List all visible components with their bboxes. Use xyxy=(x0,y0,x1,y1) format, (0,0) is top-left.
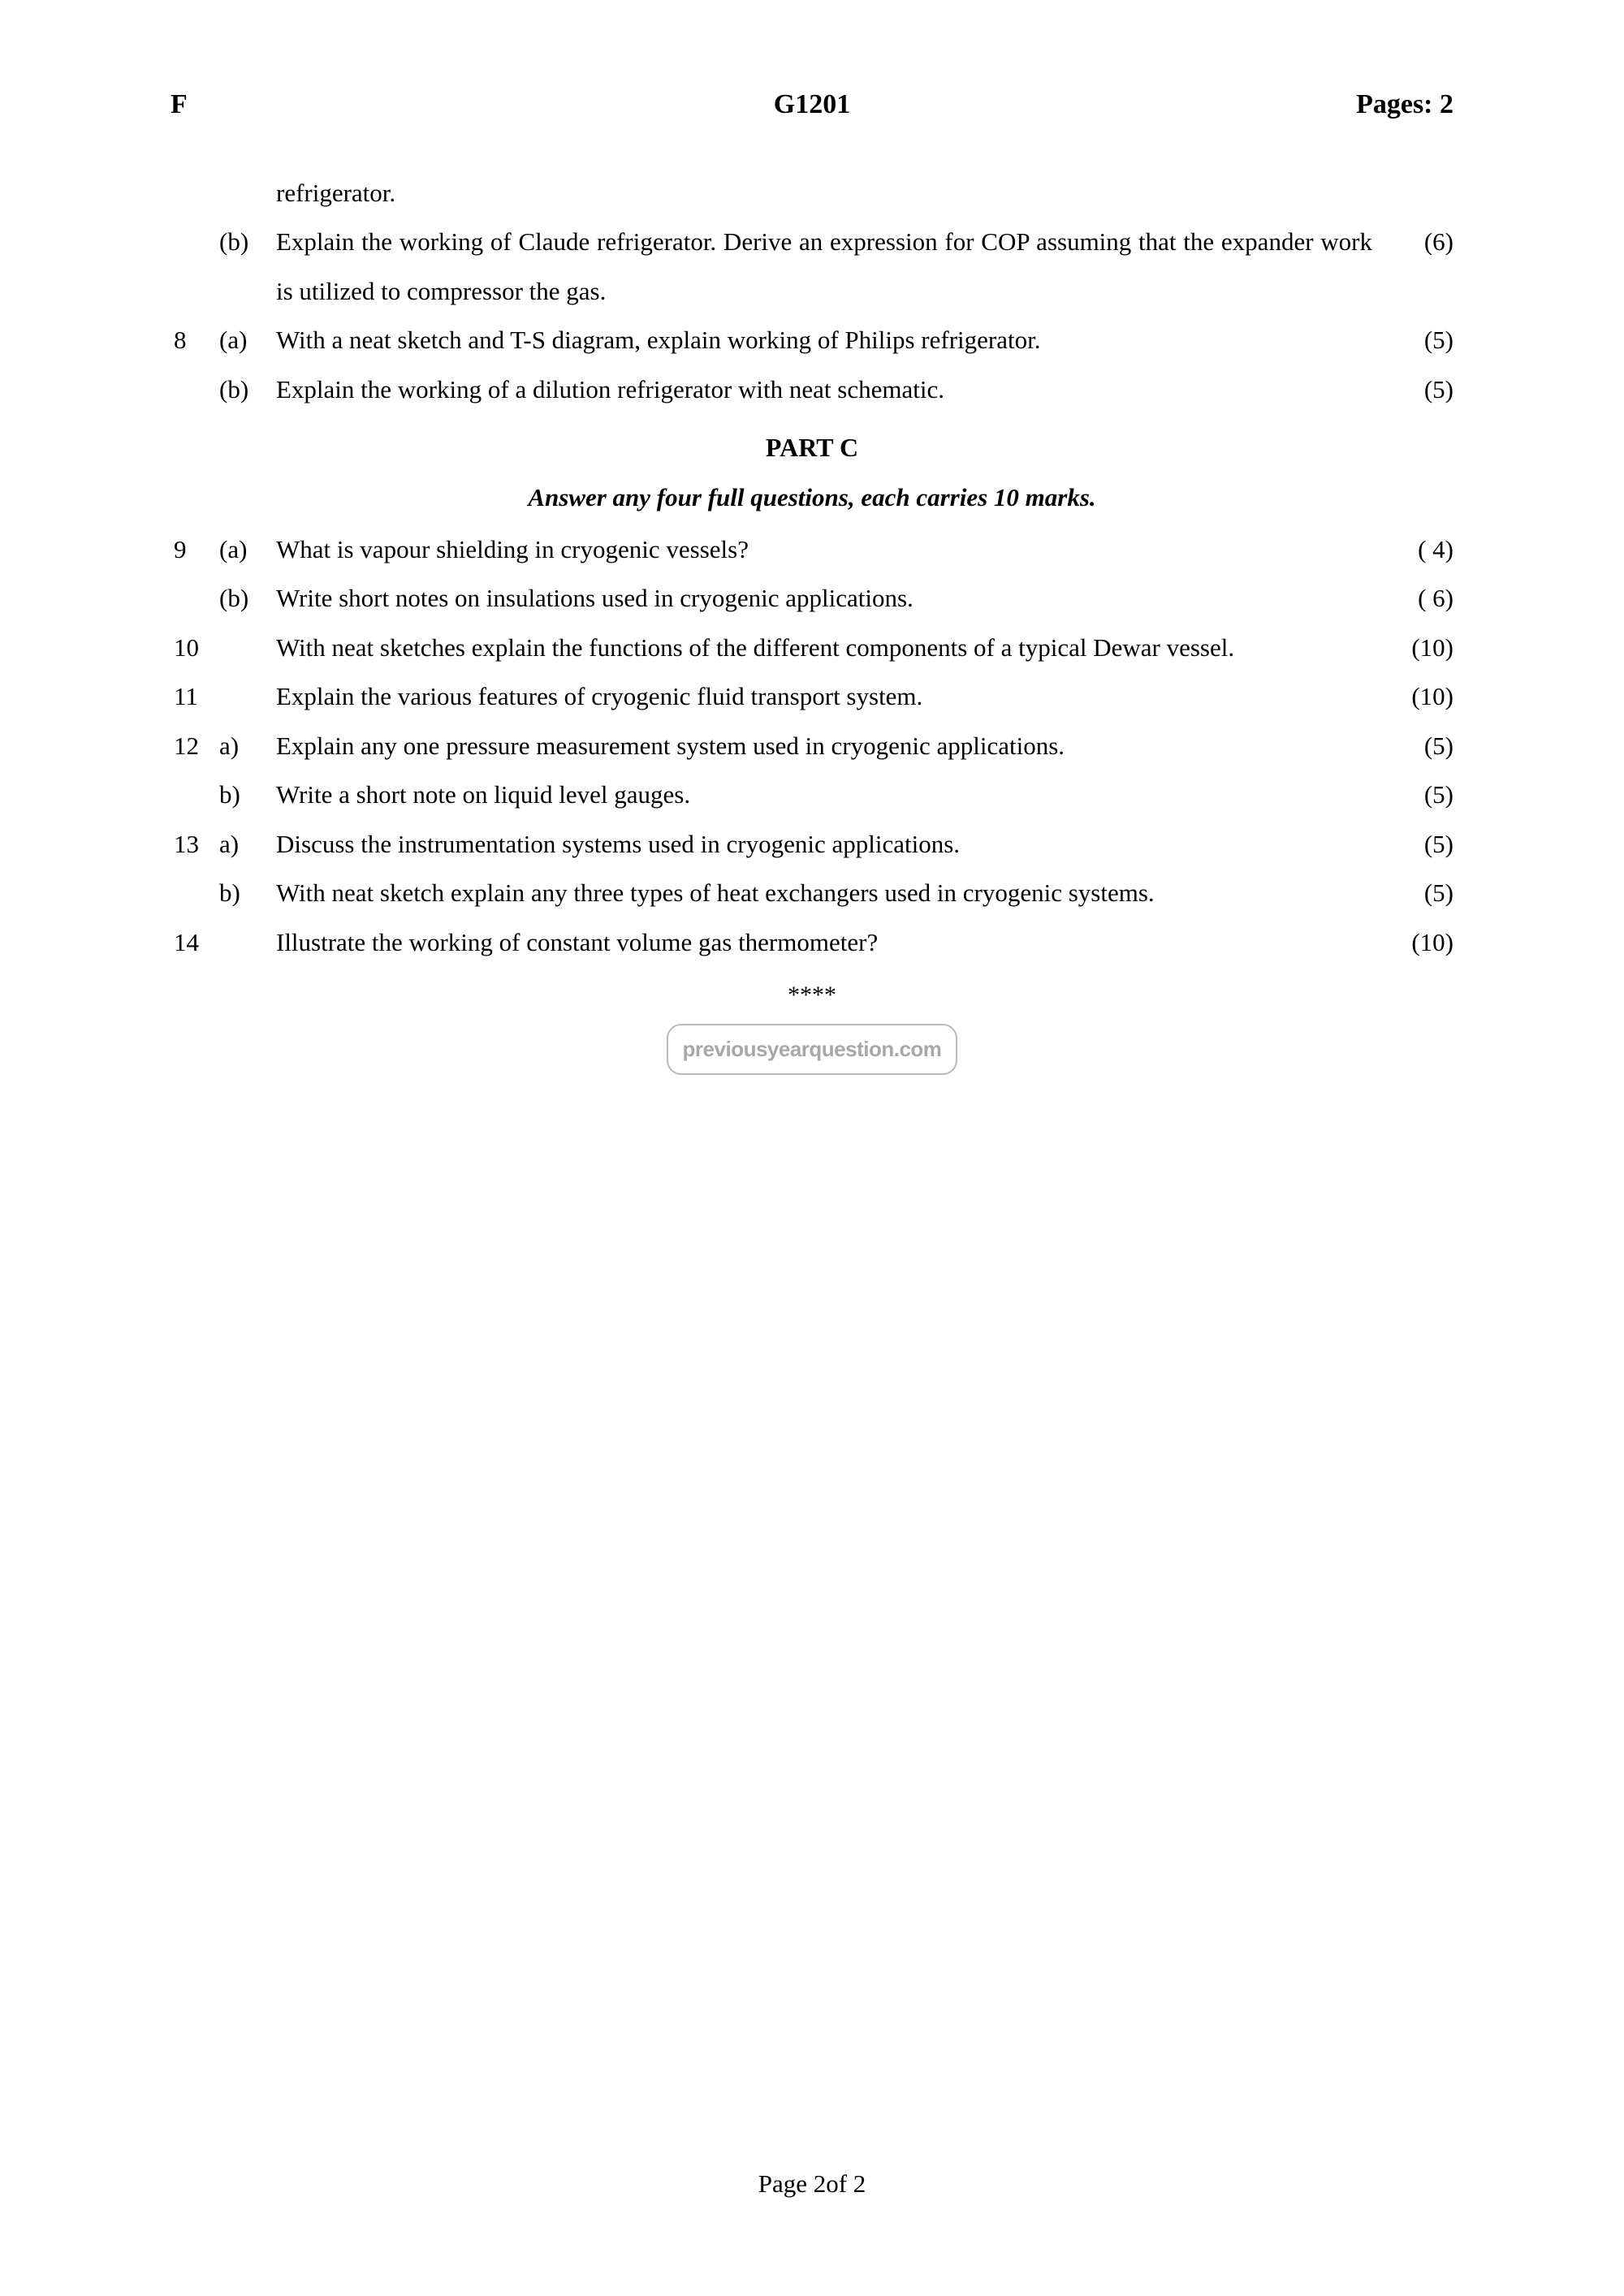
question-row: (b) Write short notes on insulations use… xyxy=(171,574,1453,623)
question-marks: (5) xyxy=(1389,869,1453,917)
question-text: Explain the various features of cryogeni… xyxy=(276,672,1389,721)
question-marks: ( 6) xyxy=(1389,574,1453,623)
questions-block: refrigerator. (b) Explain the working of… xyxy=(171,169,1453,1075)
question-number: 14 xyxy=(171,918,219,967)
question-marks: (5) xyxy=(1389,770,1453,819)
question-marks: (10) xyxy=(1389,624,1453,672)
question-marks: (10) xyxy=(1389,918,1453,967)
question-row: 14 Illustrate the working of constant vo… xyxy=(171,918,1453,967)
question-number: 13 xyxy=(171,820,219,869)
question-text: Write short notes on insulations used in… xyxy=(276,574,1389,623)
question-number: 11 xyxy=(171,672,219,721)
header-left: F xyxy=(171,89,333,120)
page-header: F G1201 Pages: 2 xyxy=(171,89,1453,120)
page-footer: Page 2of 2 xyxy=(0,2169,1624,2199)
end-marker: **** xyxy=(171,972,1453,1020)
question-row: 9 (a) What is vapour shielding in cryoge… xyxy=(171,525,1453,574)
question-row: 12 a) Explain any one pressure measureme… xyxy=(171,722,1453,770)
watermark-badge: previousyearquestion.com xyxy=(667,1024,958,1075)
question-sub: (b) xyxy=(219,365,276,414)
question-row: 8 (a) With a neat sketch and T-S diagram… xyxy=(171,316,1453,365)
question-text: Explain any one pressure measurement sys… xyxy=(276,722,1389,770)
question-sub: b) xyxy=(219,869,276,917)
question-sub: a) xyxy=(219,820,276,869)
question-sub: b) xyxy=(219,770,276,819)
question-marks: (5) xyxy=(1389,722,1453,770)
question-row: (b) Explain the working of Claude refrig… xyxy=(171,218,1453,316)
question-marks: (6) xyxy=(1389,218,1453,266)
question-marks: ( 4) xyxy=(1389,525,1453,574)
question-sub: (b) xyxy=(219,218,276,266)
question-text: Illustrate the working of constant volum… xyxy=(276,918,1389,967)
question-text: Write a short note on liquid level gauge… xyxy=(276,770,1389,819)
header-right: Pages: 2 xyxy=(1291,89,1453,120)
question-row: b) With neat sketch explain any three ty… xyxy=(171,869,1453,917)
exam-page: F G1201 Pages: 2 refrigerator. (b) Expla… xyxy=(0,0,1624,1075)
question-text: What is vapour shielding in cryogenic ve… xyxy=(276,525,1389,574)
question-text: With neat sketches explain the functions… xyxy=(276,624,1389,672)
header-center: G1201 xyxy=(333,89,1291,120)
question-row: 13 a) Discuss the instrumentation system… xyxy=(171,820,1453,869)
question-sub: (a) xyxy=(219,525,276,574)
question-sub: (a) xyxy=(219,316,276,365)
question-text: With neat sketch explain any three types… xyxy=(276,869,1389,917)
question-number: 8 xyxy=(171,316,219,365)
question-row: refrigerator. xyxy=(171,169,1453,218)
question-marks: (5) xyxy=(1389,316,1453,365)
question-row: (b) Explain the working of a dilution re… xyxy=(171,365,1453,414)
part-c-subtitle: Answer any four full questions, each car… xyxy=(171,473,1453,522)
question-sub: a) xyxy=(219,722,276,770)
question-number: 9 xyxy=(171,525,219,574)
question-sub: (b) xyxy=(219,574,276,623)
question-text: Explain the working of a dilution refrig… xyxy=(276,365,1389,414)
question-marks: (5) xyxy=(1389,820,1453,869)
question-marks: (5) xyxy=(1389,365,1453,414)
question-row: 10 With neat sketches explain the functi… xyxy=(171,624,1453,672)
question-row: 11 Explain the various features of cryog… xyxy=(171,672,1453,721)
question-text: Explain the working of Claude refrigerat… xyxy=(276,218,1389,316)
question-text: With a neat sketch and T-S diagram, expl… xyxy=(276,316,1389,365)
watermark-container: previousyearquestion.com xyxy=(171,1024,1453,1075)
question-number: 12 xyxy=(171,722,219,770)
question-text: refrigerator. xyxy=(276,169,1389,218)
question-number: 10 xyxy=(171,624,219,672)
question-text: Discuss the instrumentation systems used… xyxy=(276,820,1389,869)
question-row: b) Write a short note on liquid level ga… xyxy=(171,770,1453,819)
question-marks: (10) xyxy=(1389,672,1453,721)
part-c-title: PART C xyxy=(171,422,1453,473)
